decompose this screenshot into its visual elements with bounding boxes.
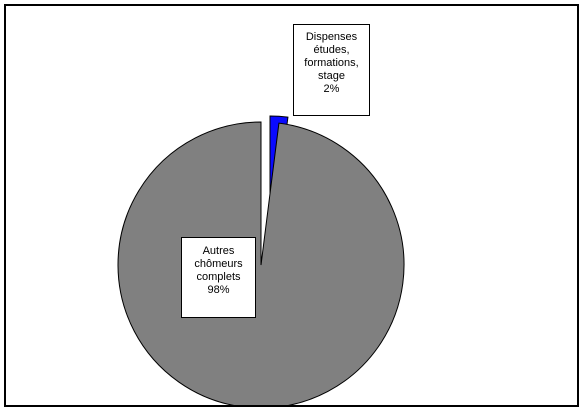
slice-label-autres-line-1: Autres — [202, 245, 235, 257]
pie-slice-1 — [117, 121, 405, 405]
chart-frame: Dispenses études, formations, stage 2% A… — [4, 4, 579, 407]
slice-value-autres: 98% — [207, 284, 230, 296]
slice-value-dispenses: 2% — [323, 83, 340, 95]
slice-label-dispenses-line-1: Dispenses — [305, 31, 358, 43]
pie-chart — [117, 115, 405, 405]
slice-label-autres: Autres chômeurs complets 98% — [181, 237, 256, 318]
slice-label-dispenses-line-2: études, — [313, 44, 350, 56]
slice-label-dispenses-line-4: stage — [318, 70, 345, 82]
slice-label-autres-line-2: chômeurs — [194, 258, 243, 270]
slice-label-autres-line-3: complets — [196, 271, 241, 283]
slice-label-dispenses: Dispenses études, formations, stage 2% — [293, 24, 370, 116]
slice-label-dispenses-line-3: formations, — [304, 57, 359, 69]
